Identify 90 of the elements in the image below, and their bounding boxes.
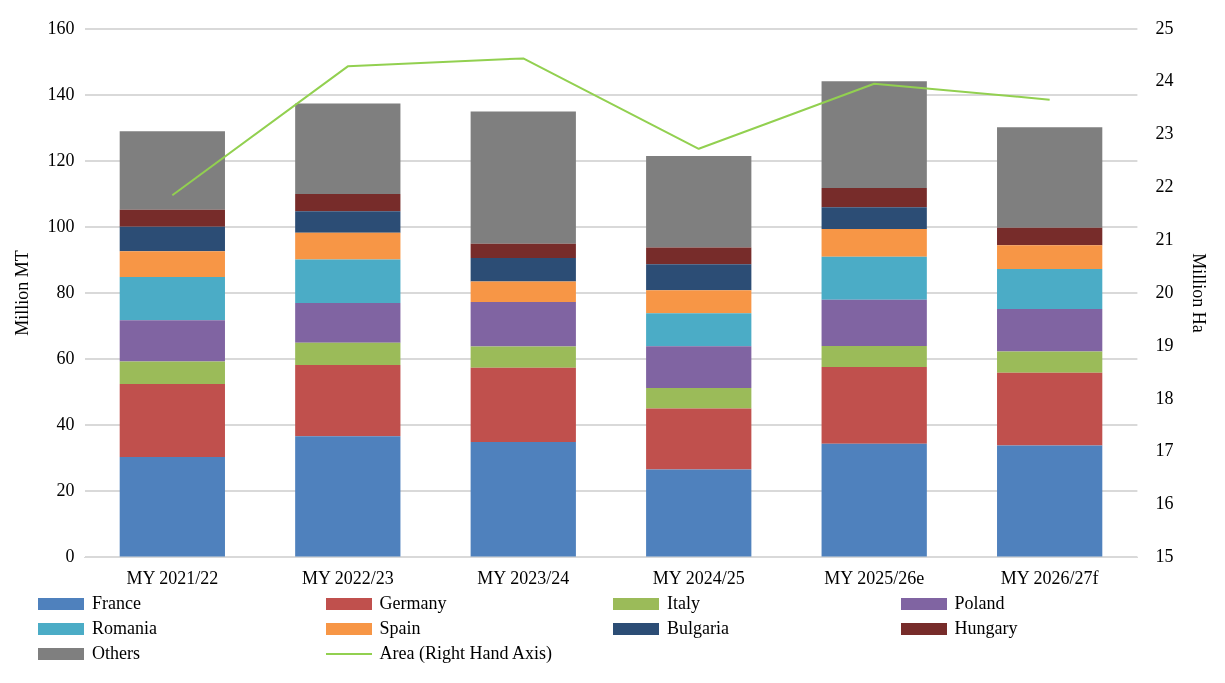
legend-label: Romania xyxy=(92,618,157,639)
y-tick-label: 0 xyxy=(65,546,75,567)
bar xyxy=(646,469,752,557)
bar xyxy=(295,436,401,557)
bar xyxy=(997,445,1103,557)
bar xyxy=(119,251,225,277)
y2-tick-label: 23 xyxy=(1155,123,1174,144)
y-tick-label: 40 xyxy=(56,413,75,434)
bar xyxy=(295,342,401,366)
y-tick-label: 20 xyxy=(56,480,75,501)
bar xyxy=(470,281,576,303)
legend-label: Poland xyxy=(954,593,1005,614)
legend-label: Germany xyxy=(379,593,447,614)
x-tick-label: MY 2021/22 xyxy=(126,567,219,588)
bar xyxy=(646,247,752,265)
bar xyxy=(295,232,401,260)
bar xyxy=(997,227,1103,246)
y2-tick-label: 15 xyxy=(1155,546,1174,567)
bar xyxy=(470,243,576,259)
y2-tick-label: 18 xyxy=(1155,387,1174,408)
bar xyxy=(821,188,927,208)
y2-tick-label: 19 xyxy=(1155,334,1174,355)
bar xyxy=(470,367,576,443)
y2-tick-label: 20 xyxy=(1155,281,1174,302)
bar xyxy=(646,290,752,314)
bar xyxy=(997,308,1103,352)
y-tick-label: 160 xyxy=(47,17,75,38)
x-tick-label: MY 2026/27f xyxy=(1000,567,1099,588)
legend-label: Italy xyxy=(667,593,700,614)
bar xyxy=(821,443,927,557)
y-tick-label: 120 xyxy=(47,149,75,170)
x-tick-label: MY 2022/23 xyxy=(301,567,394,588)
y2-tick-label: 16 xyxy=(1155,493,1174,514)
y-tick-label: 80 xyxy=(56,281,75,302)
bar xyxy=(821,81,927,189)
y2-tick-label: 21 xyxy=(1155,228,1174,249)
y-tick-label: 140 xyxy=(47,83,75,104)
bar xyxy=(821,256,927,300)
x-tick-label: MY 2025/26e xyxy=(824,567,925,588)
bar xyxy=(821,367,927,444)
bar xyxy=(646,408,752,470)
bar xyxy=(470,111,576,244)
legend-label: Bulgaria xyxy=(667,618,729,639)
bar xyxy=(997,127,1103,228)
legend-label: France xyxy=(92,593,141,614)
bar xyxy=(821,229,927,257)
bar xyxy=(295,365,401,437)
legend-label: Spain xyxy=(379,618,421,639)
x-tick-label: MY 2023/24 xyxy=(477,567,570,588)
bar xyxy=(119,383,225,457)
bar xyxy=(295,259,401,304)
bar xyxy=(470,302,576,347)
bar xyxy=(119,131,225,210)
bar xyxy=(295,211,401,233)
bar xyxy=(295,303,401,343)
y-tick-label: 100 xyxy=(47,215,75,236)
y2-tick-label: 25 xyxy=(1155,17,1174,38)
legend-label: Hungary xyxy=(954,618,1018,639)
bar xyxy=(470,346,576,368)
bar xyxy=(119,276,225,321)
bar xyxy=(821,207,927,230)
bar xyxy=(119,361,225,384)
bar xyxy=(646,264,752,291)
y2-tick-label: 24 xyxy=(1155,70,1174,91)
y-axis-title: Million MT xyxy=(11,250,32,336)
bar xyxy=(646,313,752,347)
y2-axis-title: Million Ha xyxy=(1189,253,1210,333)
bar xyxy=(470,442,576,557)
bar xyxy=(997,268,1103,309)
bar xyxy=(646,387,752,409)
y2-tick-label: 22 xyxy=(1155,176,1174,197)
y2-tick-label: 17 xyxy=(1155,440,1174,461)
x-tick-label: MY 2024/25 xyxy=(652,567,745,588)
bar xyxy=(997,372,1103,446)
bar xyxy=(119,456,225,557)
bar xyxy=(119,320,225,362)
bar xyxy=(646,346,752,388)
bar xyxy=(646,155,752,248)
bar xyxy=(997,351,1103,373)
bar xyxy=(295,193,401,212)
bar xyxy=(821,299,927,346)
legend-label: Others xyxy=(92,643,140,664)
bar xyxy=(470,258,576,282)
bar xyxy=(119,226,225,252)
legend-label: Area (Right Hand Axis) xyxy=(379,643,552,664)
bar xyxy=(821,345,927,368)
bar xyxy=(997,245,1103,269)
y-tick-label: 60 xyxy=(56,347,75,368)
bar xyxy=(119,209,225,227)
bar xyxy=(295,103,401,194)
